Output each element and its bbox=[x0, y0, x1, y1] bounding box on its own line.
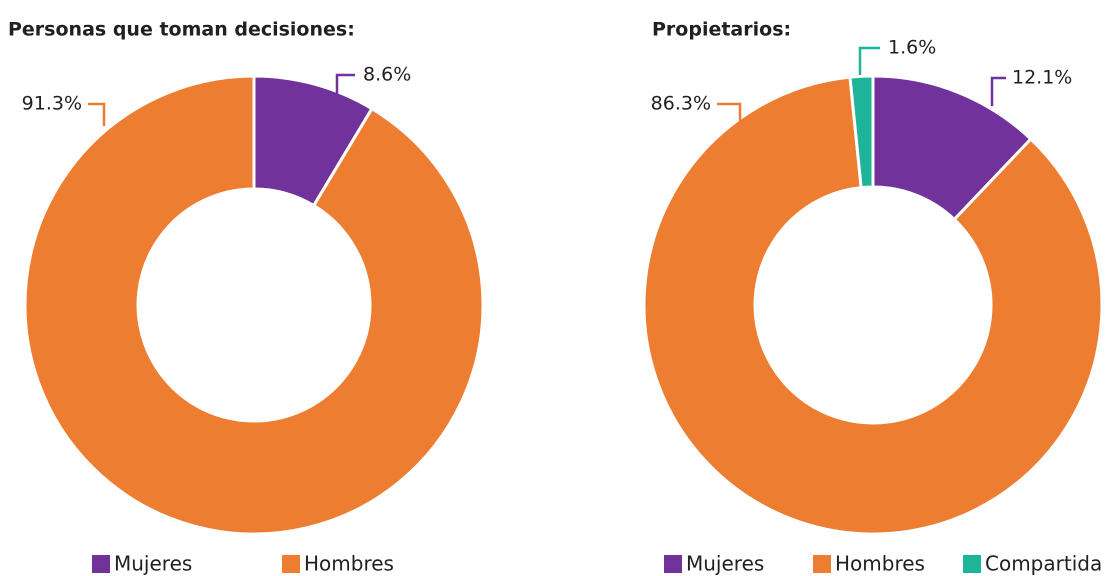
leader-line bbox=[858, 46, 880, 75]
donut-slice bbox=[23, 74, 485, 536]
legend-swatch bbox=[282, 555, 300, 573]
legend-label: Hombres bbox=[304, 552, 394, 576]
data-label: 1.6% bbox=[888, 37, 936, 59]
legend-swatch bbox=[92, 555, 110, 573]
data-label: 12.1% bbox=[1012, 67, 1072, 89]
donut-slice bbox=[642, 75, 1104, 536]
legend-swatch bbox=[664, 555, 682, 573]
legend-label: Mujeres bbox=[114, 552, 192, 576]
data-label: 91.3% bbox=[22, 93, 82, 115]
leader-line bbox=[990, 76, 1006, 106]
leader-line bbox=[335, 73, 355, 96]
legend-swatch bbox=[813, 555, 831, 573]
chart-title: Propietarios: bbox=[652, 19, 791, 41]
leader-line bbox=[717, 102, 742, 126]
data-label: 86.3% bbox=[651, 93, 711, 115]
legend-label: Compartida bbox=[985, 552, 1102, 576]
chart-title: Personas que toman decisiones: bbox=[8, 19, 355, 41]
data-label: 8.6% bbox=[363, 64, 411, 86]
legend-label: Hombres bbox=[835, 552, 925, 576]
legend-swatch bbox=[963, 555, 981, 573]
legend-label: Mujeres bbox=[686, 552, 764, 576]
donut-slice bbox=[848, 74, 875, 190]
leader-line bbox=[88, 102, 106, 126]
